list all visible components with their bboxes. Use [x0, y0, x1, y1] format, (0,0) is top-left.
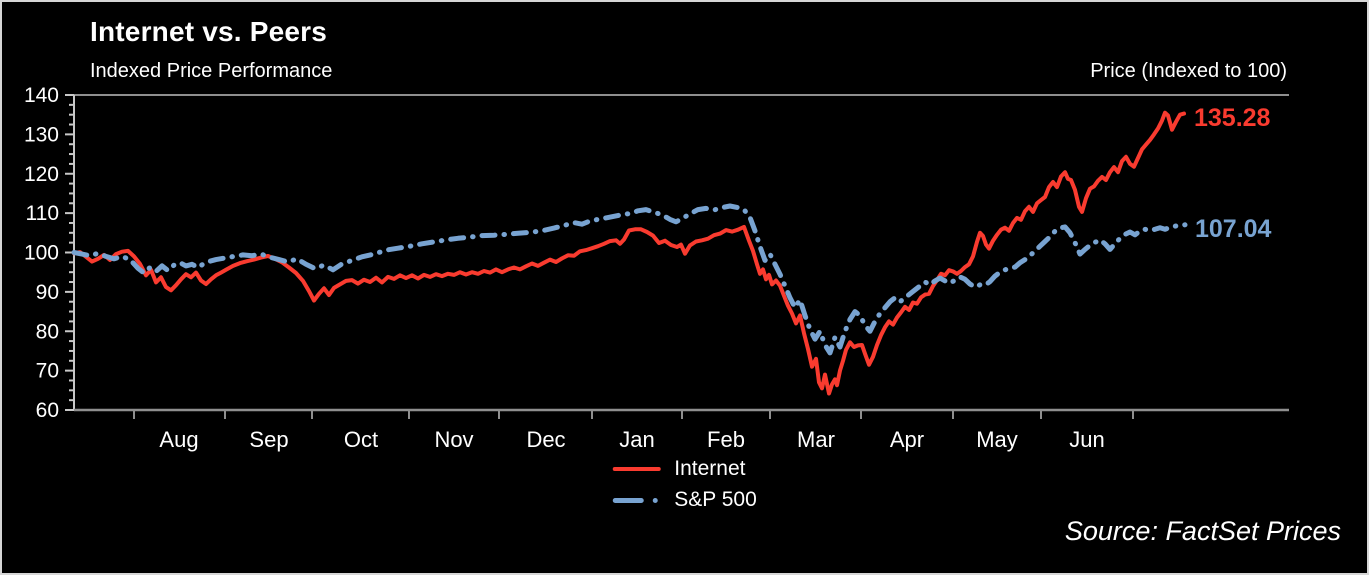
svg-text:Sep: Sep	[249, 427, 288, 452]
svg-text:140: 140	[24, 84, 59, 107]
svg-text:Apr: Apr	[890, 427, 924, 452]
sp500-dash-dot-swatch-icon	[612, 497, 660, 503]
svg-text:Oct: Oct	[344, 427, 378, 452]
legend-item-internet: Internet	[612, 457, 757, 481]
svg-text:Nov: Nov	[434, 427, 473, 452]
legend-label-sp500: S&P 500	[674, 488, 757, 511]
svg-text:May: May	[976, 427, 1018, 452]
legend-label-internet: Internet	[674, 457, 746, 480]
svg-text:70: 70	[36, 360, 59, 383]
legend: Internet S&P 500	[612, 457, 757, 512]
svg-text:Dec: Dec	[526, 427, 565, 452]
svg-text:130: 130	[24, 123, 59, 146]
svg-text:Aug: Aug	[159, 427, 198, 452]
y-axis-unit-label: Price (Indexed to 100)	[1090, 60, 1287, 82]
internet-line-swatch-icon	[612, 467, 661, 471]
source-attribution: Source: FactSet Prices	[1064, 516, 1341, 546]
internet-end-label: 135.28	[1194, 103, 1271, 132]
svg-text:60: 60	[36, 399, 59, 422]
svg-text:90: 90	[36, 281, 59, 304]
svg-text:110: 110	[26, 202, 59, 225]
chart-subtitle: Indexed Price Performance	[90, 60, 333, 82]
sp500-end-label: 107.04	[1195, 214, 1272, 243]
svg-text:Jun: Jun	[1069, 427, 1104, 452]
svg-text:120: 120	[24, 163, 59, 186]
svg-text:80: 80	[36, 320, 59, 343]
svg-text:Jan: Jan	[619, 427, 654, 452]
legend-item-sp500: S&P 500	[612, 488, 757, 512]
svg-text:100: 100	[24, 242, 59, 265]
svg-text:Feb: Feb	[707, 427, 745, 452]
svg-text:Mar: Mar	[797, 427, 835, 452]
page-title: Internet vs. Peers	[90, 16, 328, 47]
